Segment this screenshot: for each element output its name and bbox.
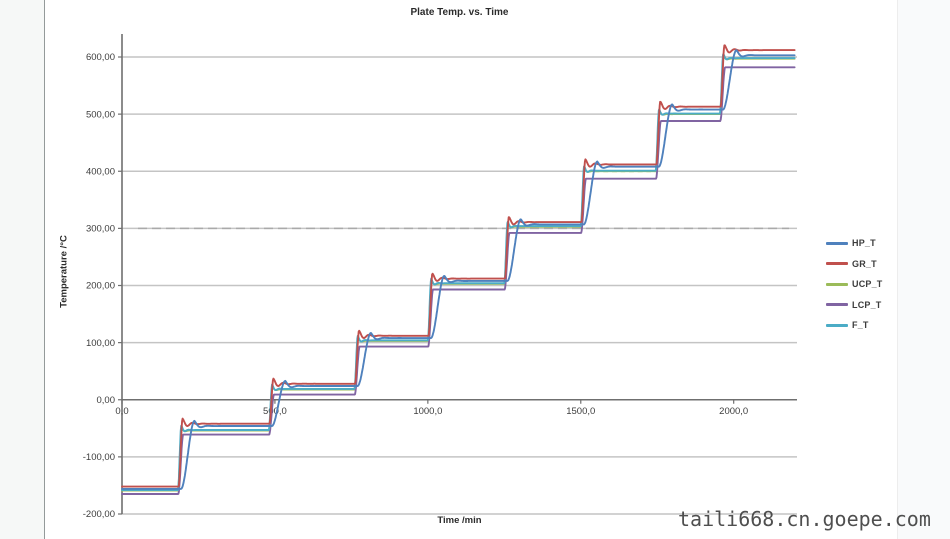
- legend-swatch: [826, 241, 848, 245]
- y-tick-label: 0,00: [97, 395, 116, 406]
- legend-entry-LCP_T[interactable]: LCP_T: [826, 295, 883, 316]
- legend-swatch: [826, 323, 848, 327]
- legend-entry-UCP_T[interactable]: UCP_T: [826, 274, 883, 295]
- series-line-HP_T[interactable]: [121, 49, 796, 490]
- watermark-text: taili668.cn.goepe.com: [678, 507, 931, 531]
- y-tick-label: 400,00: [86, 166, 115, 177]
- right-gutter: [897, 0, 950, 539]
- x-tick-label: 500,0: [263, 406, 287, 417]
- x-tick-label: 2000,0: [719, 406, 748, 417]
- y-tick-label: 100,00: [86, 338, 115, 349]
- legend-swatch: [826, 303, 848, 307]
- series-line-F_T[interactable]: [121, 52, 796, 491]
- y-tick-label: 500,00: [86, 109, 115, 120]
- y-tick-label: 300,00: [86, 224, 115, 235]
- legend-label: HP_T: [852, 238, 876, 249]
- legend: HP_T GR_T UCP_T LCP_T F_T: [826, 233, 883, 336]
- x-tick-label: 1500,0: [566, 406, 595, 417]
- legend-entry-HP_T[interactable]: HP_T: [826, 233, 883, 254]
- x-tick-label: 1000,0: [413, 406, 442, 417]
- series-line-LCP_T[interactable]: [121, 66, 796, 495]
- legend-label: GR_T: [852, 258, 877, 269]
- y-axis-title: Temperature /°C: [58, 235, 70, 308]
- legend-label: LCP_T: [852, 299, 882, 310]
- legend-swatch: [826, 262, 848, 266]
- series-line-GR_T[interactable]: [121, 44, 796, 488]
- left-gutter: [0, 0, 45, 539]
- chart-title: Plate Temp. vs. Time: [410, 7, 509, 18]
- y-tick-label: -200,00: [83, 509, 115, 520]
- legend-entry-GR_T[interactable]: GR_T: [826, 254, 883, 275]
- y-tick-label: 200,00: [86, 281, 115, 292]
- x-axis-title: Time /min: [437, 515, 482, 526]
- x-tick-label: 0,0: [115, 406, 128, 417]
- legend-label: UCP_T: [852, 279, 883, 290]
- legend-label: F_T: [852, 320, 869, 331]
- y-tick-label: -100,00: [83, 452, 115, 463]
- y-tick-label: 600,00: [86, 52, 115, 63]
- legend-entry-F_T[interactable]: F_T: [826, 315, 883, 336]
- legend-swatch: [826, 282, 848, 286]
